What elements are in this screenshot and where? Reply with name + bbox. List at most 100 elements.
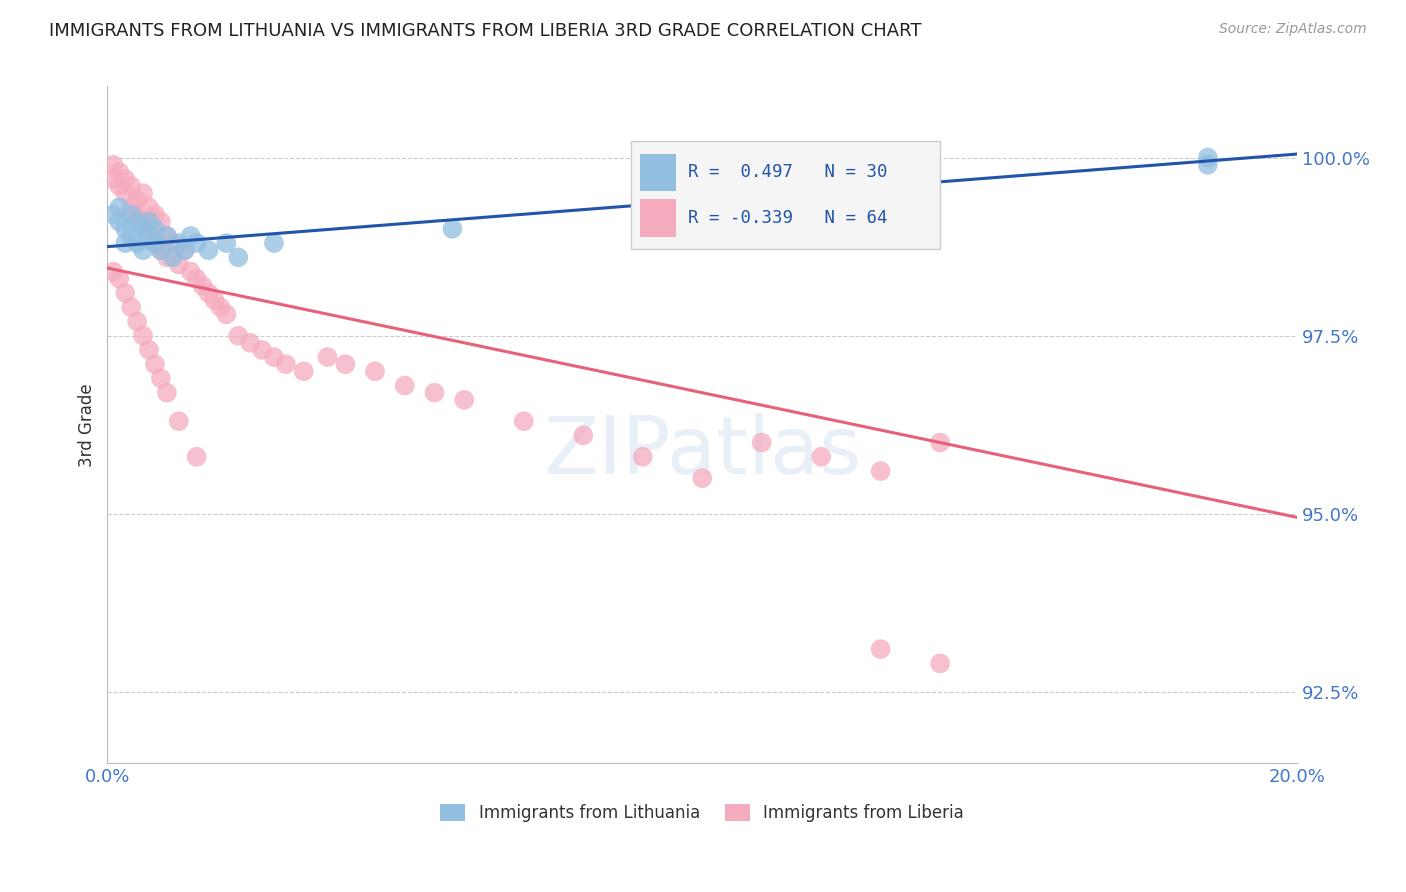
- Point: [239, 335, 262, 350]
- Text: R = -0.339   N = 64: R = -0.339 N = 64: [688, 209, 887, 227]
- Point: [108, 179, 131, 194]
- Point: [364, 364, 387, 378]
- Point: [191, 278, 214, 293]
- Point: [513, 414, 536, 428]
- Point: [929, 657, 952, 671]
- Point: [103, 264, 125, 278]
- Point: [156, 250, 179, 264]
- Point: [149, 244, 172, 258]
- Point: [108, 165, 131, 179]
- Point: [103, 172, 125, 186]
- Point: [423, 385, 446, 400]
- Point: [127, 215, 149, 229]
- Point: [335, 357, 357, 371]
- Point: [226, 328, 249, 343]
- Point: [1197, 151, 1219, 165]
- Point: [162, 250, 184, 264]
- FancyBboxPatch shape: [631, 141, 941, 249]
- Point: [162, 236, 184, 251]
- Point: [869, 642, 891, 657]
- Point: [441, 222, 464, 236]
- Point: [316, 350, 339, 364]
- Y-axis label: 3rd Grade: 3rd Grade: [79, 383, 96, 467]
- Point: [226, 250, 249, 264]
- Point: [108, 201, 131, 215]
- Point: [292, 364, 315, 378]
- Point: [127, 236, 149, 251]
- Point: [114, 186, 136, 201]
- Text: ZIPatlas: ZIPatlas: [543, 413, 862, 491]
- Point: [631, 450, 654, 464]
- Point: [204, 293, 226, 307]
- Point: [143, 236, 166, 251]
- Point: [149, 215, 172, 229]
- Point: [138, 229, 160, 244]
- Point: [132, 215, 155, 229]
- Point: [209, 300, 232, 314]
- Point: [186, 450, 208, 464]
- Point: [143, 236, 166, 251]
- Point: [156, 385, 179, 400]
- Point: [114, 172, 136, 186]
- Point: [1197, 158, 1219, 172]
- Point: [869, 464, 891, 478]
- Point: [132, 244, 155, 258]
- Point: [250, 343, 273, 357]
- Point: [149, 371, 172, 385]
- Point: [180, 229, 202, 244]
- Point: [186, 236, 208, 251]
- Point: [453, 392, 475, 407]
- Point: [690, 471, 713, 485]
- Point: [120, 229, 142, 244]
- Point: [127, 314, 149, 328]
- Point: [263, 236, 285, 251]
- Point: [167, 236, 190, 251]
- Bar: [640, 154, 676, 191]
- Point: [108, 271, 131, 285]
- Point: [156, 229, 179, 244]
- Point: [180, 264, 202, 278]
- Point: [197, 285, 219, 300]
- Point: [120, 179, 142, 194]
- Point: [869, 186, 891, 201]
- Point: [186, 271, 208, 285]
- Point: [108, 215, 131, 229]
- Point: [143, 222, 166, 236]
- Point: [149, 244, 172, 258]
- Point: [929, 435, 952, 450]
- Point: [103, 158, 125, 172]
- Point: [120, 201, 142, 215]
- Point: [215, 236, 238, 251]
- Point: [167, 414, 190, 428]
- Point: [572, 428, 595, 442]
- Point: [114, 236, 136, 251]
- Point: [173, 244, 195, 258]
- Text: IMMIGRANTS FROM LITHUANIA VS IMMIGRANTS FROM LIBERIA 3RD GRADE CORRELATION CHART: IMMIGRANTS FROM LITHUANIA VS IMMIGRANTS …: [49, 22, 922, 40]
- Point: [120, 208, 142, 222]
- Point: [132, 186, 155, 201]
- Point: [274, 357, 297, 371]
- Point: [114, 222, 136, 236]
- Point: [127, 208, 149, 222]
- Point: [132, 328, 155, 343]
- Bar: [640, 200, 676, 236]
- Point: [156, 229, 179, 244]
- Point: [138, 215, 160, 229]
- Point: [127, 194, 149, 208]
- Text: Source: ZipAtlas.com: Source: ZipAtlas.com: [1219, 22, 1367, 37]
- Point: [120, 300, 142, 314]
- Point: [810, 450, 832, 464]
- Point: [215, 307, 238, 321]
- Point: [103, 208, 125, 222]
- Point: [143, 357, 166, 371]
- Point: [173, 244, 195, 258]
- Point: [751, 435, 773, 450]
- Point: [263, 350, 285, 364]
- Legend: Immigrants from Lithuania, Immigrants from Liberia: Immigrants from Lithuania, Immigrants fr…: [440, 805, 965, 822]
- Point: [138, 201, 160, 215]
- Point: [132, 222, 155, 236]
- Point: [143, 208, 166, 222]
- Point: [138, 222, 160, 236]
- Point: [167, 257, 190, 271]
- Point: [394, 378, 416, 392]
